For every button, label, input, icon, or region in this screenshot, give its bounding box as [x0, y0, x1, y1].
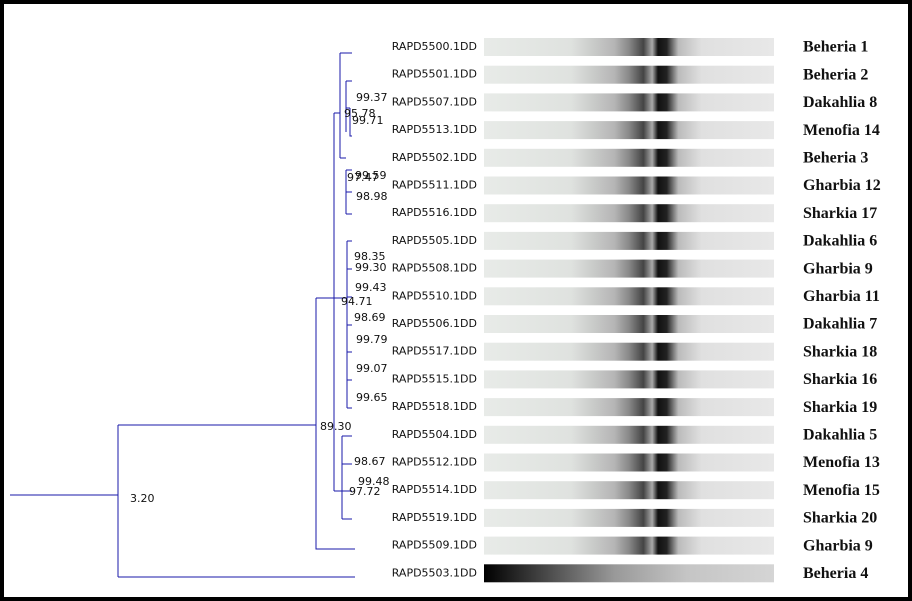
leaf-name: Sharkia 18 [803, 343, 877, 360]
leaf-name: Gharbia 11 [803, 288, 880, 305]
leaf-id: RAPD5502.1DD [392, 151, 477, 164]
leaf-name: Dakahlia 7 [803, 316, 877, 333]
leaf-id: RAPD5501.1DD [392, 68, 477, 81]
leaf-name: Sharkia 20 [803, 510, 877, 527]
gel-band [484, 537, 774, 555]
node-label: 98.69 [354, 311, 386, 324]
leaf-name: Sharkia 17 [803, 205, 877, 222]
tree [10, 53, 355, 577]
gel-band [484, 121, 774, 139]
leaf-id: RAPD5516.1DD [392, 206, 477, 219]
gel-band [484, 260, 774, 278]
gel-band [484, 315, 774, 333]
gel-band [484, 481, 774, 499]
gel-band [484, 370, 774, 388]
leaf-name: Gharbia 9 [803, 537, 873, 554]
leaf-id: RAPD5506.1DD [392, 317, 477, 330]
gel-band [484, 564, 774, 582]
gel-band [484, 38, 774, 56]
node-label: 97.72 [349, 485, 381, 498]
leaf-name: Sharkia 16 [803, 371, 877, 388]
gel-band [484, 177, 774, 195]
gel-band [484, 93, 774, 111]
leaf-id: RAPD5510.1DD [392, 289, 477, 302]
leaf-id: RAPD5512.1DD [392, 456, 477, 469]
leaf-id: RAPD5503.1DD [392, 566, 477, 579]
leaf-name: Menofia 14 [803, 122, 880, 139]
node-label: 98.98 [356, 190, 388, 203]
leaf-name: Beheria 1 [803, 39, 868, 56]
leaf-name: Sharkia 19 [803, 399, 877, 416]
node-label: 3.20 [130, 492, 155, 505]
leaf-name: Gharbia 12 [803, 177, 881, 194]
leaf-name: Gharbia 9 [803, 260, 873, 277]
gel-band [484, 287, 774, 305]
gel-band [484, 509, 774, 527]
gel-band [484, 398, 774, 416]
leaf-id: RAPD5508.1DD [392, 262, 477, 275]
node-label: 99.37 [356, 91, 388, 104]
leaf-id: RAPD5507.1DD [392, 95, 477, 108]
leaf-id: RAPD5519.1DD [392, 511, 477, 524]
leaf-id: RAPD5511.1DD [392, 179, 477, 192]
gel-band [484, 343, 774, 361]
leaf-name: Dakahlia 5 [803, 426, 877, 443]
leaf-name: Beheria 4 [803, 565, 868, 582]
leaf-id: RAPD5504.1DD [392, 428, 477, 441]
node-label: 94.71 [341, 295, 373, 308]
node-label: 98.67 [354, 455, 386, 468]
leaf-id: RAPD5517.1DD [392, 345, 477, 358]
dendrogram: RAPD5500.1DD Beheria 1 RAPD5501.1DD Beheria… [0, 0, 912, 601]
leaf-name: Beheria 2 [803, 66, 868, 83]
node-label: 99.65 [356, 391, 388, 404]
gel-band [484, 426, 774, 444]
leaf-id: RAPD5500.1DD [392, 40, 477, 53]
node-label: 89.30 [320, 420, 352, 433]
leaf-name: Dakahlia 8 [803, 94, 877, 111]
node-label: 99.43 [355, 281, 387, 294]
node-label: 99.30 [355, 261, 387, 274]
gel-band [484, 66, 774, 84]
gel-band [484, 149, 774, 167]
node-label: 99.71 [352, 114, 384, 127]
leaf-id: RAPD5514.1DD [392, 483, 477, 496]
leaf-name: Menofia 13 [803, 454, 880, 471]
leaf-id: RAPD5515.1DD [392, 372, 477, 385]
leaf-id: RAPD5505.1DD [392, 234, 477, 247]
leaf-name: Dakahlia 6 [803, 233, 877, 250]
node-label: 99.59 [355, 169, 387, 182]
gel-band [484, 204, 774, 222]
gel-band [484, 454, 774, 472]
leaf-id: RAPD5513.1DD [392, 123, 477, 136]
leaf-id: RAPD5518.1DD [392, 400, 477, 413]
node-label: 99.79 [356, 333, 388, 346]
leaf-id: RAPD5509.1DD [392, 539, 477, 552]
leaf-name: Menofia 15 [803, 482, 880, 499]
gel-band [484, 232, 774, 250]
leaf-name: Beheria 3 [803, 149, 868, 166]
node-label: 99.07 [356, 362, 388, 375]
